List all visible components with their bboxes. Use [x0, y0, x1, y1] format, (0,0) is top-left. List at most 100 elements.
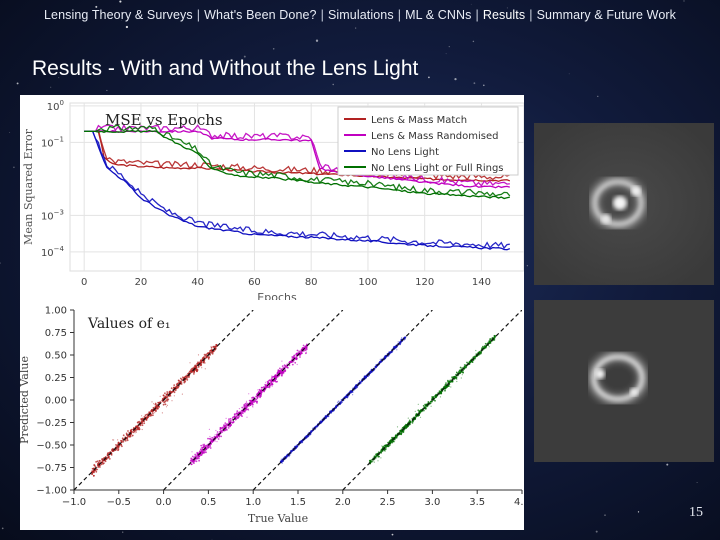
- scatter-point: [456, 371, 458, 373]
- scatter-point: [243, 404, 246, 406]
- scatter-point: [425, 408, 427, 410]
- scatter-point: [159, 395, 161, 397]
- scatter-point: [199, 448, 202, 451]
- nav-item-lensing-theory-surveys[interactable]: Lensing Theory & Surveys: [43, 8, 193, 22]
- scatter-point: [315, 426, 317, 428]
- slide-title: Results - With and Without the Lens Ligh…: [32, 57, 419, 80]
- scatter-point: [204, 448, 207, 451]
- scatter-point: [116, 448, 118, 450]
- scatter-point: [375, 364, 377, 366]
- top-navigation-bar: Lensing Theory & Surveys | What's Been Don…: [0, 8, 720, 22]
- scatter-point: [231, 416, 234, 419]
- scatter-point: [102, 459, 105, 462]
- scatter-point: [369, 459, 371, 462]
- scatter-point: [111, 449, 113, 451]
- scatter-point: [456, 380, 458, 383]
- scatter-point: [288, 456, 290, 458]
- scatter-point: [201, 367, 203, 369]
- y-tick-label: 0.75: [45, 328, 67, 339]
- scatter-point: [235, 416, 237, 418]
- series-line-2: [84, 130, 510, 250]
- scatter-point: [271, 385, 273, 387]
- scatter-point: [305, 352, 307, 355]
- scatter-point: [305, 435, 308, 437]
- scatter-point: [243, 406, 245, 409]
- star: [454, 77, 457, 81]
- star: [95, 5, 98, 8]
- scatter-point: [154, 412, 156, 414]
- scatter-point: [306, 347, 308, 349]
- scatter-point: [384, 450, 386, 452]
- scatter-point: [200, 447, 202, 449]
- scatter-point: [170, 395, 172, 397]
- scatter-point: [180, 383, 183, 385]
- scatter-point: [138, 428, 141, 430]
- y-axis-label: Mean Squared Error: [22, 128, 35, 245]
- star: [0, 262, 1, 264]
- scatter-point: [170, 387, 173, 390]
- scatter-point: [414, 410, 416, 412]
- scatter-point: [132, 431, 135, 434]
- scatter-point: [430, 402, 432, 404]
- scatter-point: [151, 410, 154, 413]
- nav-item-simulations[interactable]: Simulations: [327, 8, 394, 22]
- scatter-point: [456, 378, 458, 380]
- nav-separator: |: [475, 8, 479, 22]
- scatter-point: [259, 396, 261, 399]
- scatter-point: [202, 444, 205, 447]
- scatter-point: [203, 452, 205, 454]
- scatter-point: [395, 435, 397, 437]
- scatter-point: [127, 430, 129, 432]
- x-tick-label: 100: [358, 277, 377, 288]
- scatter-point: [245, 401, 247, 404]
- scatter-point: [271, 375, 273, 377]
- scatter-point: [185, 374, 188, 377]
- x-axis-label: True Value: [248, 512, 308, 525]
- reference-line: [163, 310, 344, 490]
- scatter-point: [207, 352, 210, 354]
- scatter-point: [201, 447, 204, 449]
- scatter-point: [310, 430, 312, 432]
- scatter-point: [168, 395, 171, 397]
- scatter-point: [373, 461, 375, 463]
- scatter-point: [241, 410, 243, 412]
- scatter-point: [263, 390, 265, 393]
- scatter-point: [395, 436, 398, 439]
- scatter-point: [461, 371, 464, 374]
- scatter-point: [209, 435, 211, 438]
- y-tick-label: 0.00: [45, 396, 67, 407]
- scatter-point: [419, 416, 422, 418]
- scatter-point: [402, 431, 405, 433]
- scatter-point: [126, 439, 129, 442]
- scatter-point: [196, 368, 198, 371]
- scatter-point: [253, 401, 255, 404]
- scatter-point: [144, 414, 147, 417]
- scatter-point: [121, 439, 123, 442]
- scatter-point: [164, 392, 166, 395]
- scatter-point: [104, 460, 107, 463]
- nav-item-summary-future-work[interactable]: Summary & Future Work: [536, 8, 676, 22]
- nav-item-what-s-been-done[interactable]: What's Been Done?: [204, 8, 317, 22]
- x-tick-label: 0: [81, 277, 87, 288]
- scatter-point: [211, 352, 214, 355]
- scatter-point: [206, 445, 209, 448]
- scatter-point: [286, 365, 288, 368]
- nav-item-ml-cnns[interactable]: ML & CNNs: [405, 8, 472, 22]
- scatter-point: [115, 444, 117, 446]
- scatter-point: [217, 438, 220, 440]
- scatter-point: [270, 381, 272, 383]
- scatter-point: [175, 383, 178, 386]
- scatter-point: [296, 349, 299, 352]
- scatter-point: [252, 406, 254, 408]
- scatter-point: [118, 447, 120, 449]
- scatter-point: [375, 453, 377, 455]
- scatter-point: [397, 432, 399, 434]
- legend-label: Lens & Mass Match: [371, 115, 467, 126]
- scatter-point: [107, 452, 110, 454]
- scatter-point: [381, 445, 383, 447]
- scatter-point: [213, 435, 216, 438]
- nav-item-results[interactable]: Results: [482, 8, 526, 22]
- scatter-point: [167, 398, 170, 401]
- y-tick-label: −0.50: [36, 441, 67, 452]
- scatter-point: [399, 430, 402, 432]
